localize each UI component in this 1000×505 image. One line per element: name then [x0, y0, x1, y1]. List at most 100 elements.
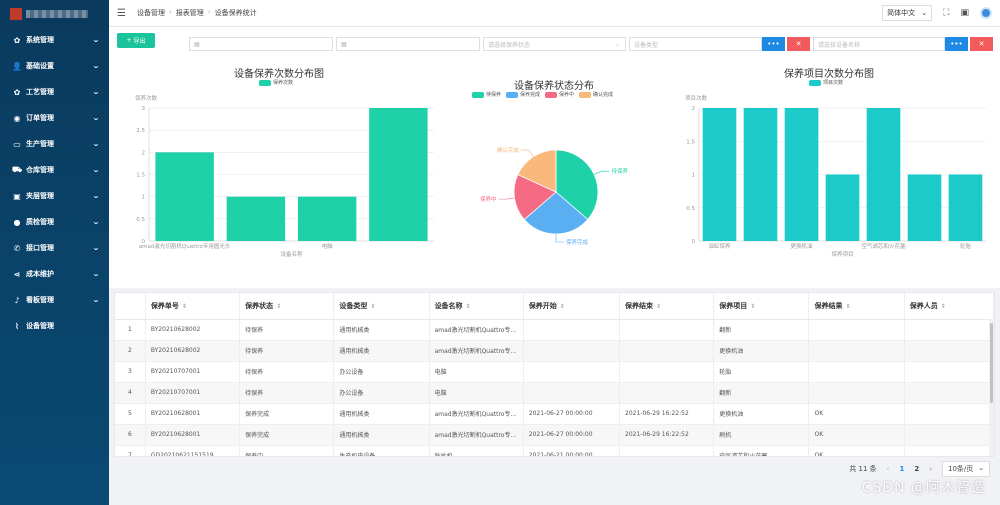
- sidebar-item-7[interactable]: ▣ 夹层管理 ⌄: [0, 183, 109, 209]
- sort-icon[interactable]: ⇕: [656, 302, 662, 310]
- avatar[interactable]: [980, 7, 992, 19]
- status-select[interactable]: 请选择保养状态 ⌄: [483, 37, 626, 51]
- column-header[interactable]: 保养开始 ⇕: [523, 293, 621, 320]
- sort-icon[interactable]: ⇕: [276, 302, 282, 310]
- table-cell: [523, 361, 621, 383]
- column-header[interactable]: 设备类型 ⇕: [333, 293, 430, 320]
- column-header[interactable]: 保养单号 ⇕: [145, 293, 241, 320]
- sidebar-item-10[interactable]: ⋖ 成本维护 ⌄: [0, 261, 109, 287]
- sidebar-item-label: 设备管理: [26, 322, 54, 330]
- start-date-input[interactable]: ▦: [189, 37, 333, 51]
- sidebar-item-8[interactable]: ● 质检管理 ⌄: [0, 209, 109, 235]
- screen-icon[interactable]: ▣: [960, 8, 969, 18]
- table-cell: [808, 319, 905, 341]
- chevron-down-icon: ⌄: [91, 140, 101, 148]
- sidebar-item-4[interactable]: ◉ 订单管理 ⌄: [0, 105, 109, 131]
- bar-chart-1-legend[interactable]: 保养次数: [259, 79, 293, 86]
- column-header-label: 保养开始: [528, 301, 557, 310]
- sidebar-item-3[interactable]: ✿ 工艺管理 ⌄: [0, 79, 109, 105]
- sort-icon[interactable]: ⇕: [559, 302, 565, 310]
- fullscreen-icon[interactable]: ⛶: [943, 8, 950, 18]
- pie-chart-legend[interactable]: 待保养 保养完成 保养中 确认完成: [472, 91, 613, 98]
- breadcrumb-item-1[interactable]: 设备管理: [137, 9, 165, 17]
- next-page-button[interactable]: ›: [929, 465, 932, 473]
- table-cell: [904, 319, 994, 341]
- sort-icon[interactable]: ⇕: [181, 302, 187, 310]
- close-icon: ✕: [978, 40, 985, 48]
- y-tick-label: 0.5: [136, 217, 145, 223]
- table-cell: 生产机电设备: [333, 445, 430, 456]
- column-header[interactable]: 保养结束 ⇕: [619, 293, 715, 320]
- table-row[interactable]: 3 BY20210707001 待保养 办公设备 电脑 轮胎: [115, 361, 994, 383]
- sidebar-item-label: 工艺管理: [26, 88, 54, 96]
- pie-legend-item[interactable]: 保养完成: [506, 91, 540, 98]
- sidebar-item-1[interactable]: ✿ 系统管理 ⌄: [0, 27, 109, 53]
- column-header[interactable]: 保养项目 ⇕: [713, 293, 810, 320]
- table-row[interactable]: 2 BY20210628002 待保养 通用机械类 amad激光切割机Quattro专.…: [115, 340, 994, 362]
- bar-chart-2-legend[interactable]: 项目次数: [809, 79, 843, 86]
- sidebar-menu: ✿ 系统管理 ⌄ 👤 基础设置 ⌄ ✿ 工艺管理 ⌄ ◉ 订单管理 ⌄ ▭ 生产管理 ⌄ ⛟ 仓库管理 ⌄ ▣ 夹层管…: [0, 27, 109, 339]
- sort-icon[interactable]: ⇕: [370, 302, 376, 310]
- sidebar: ✿ 系统管理 ⌄ 👤 基础设置 ⌄ ✿ 工艺管理 ⌄ ◉ 订单管理 ⌄ ▭ 生产管理 ⌄ ⛟ 仓库管理 ⌄ ▣ 夹层管…: [0, 0, 109, 505]
- device-type-input[interactable]: 设备类型: [629, 37, 762, 51]
- monitor-icon: ▭: [13, 139, 21, 149]
- breadcrumb-item-3: 设备保养统计: [214, 9, 257, 17]
- pie-legend-item[interactable]: 待保养: [472, 91, 501, 98]
- pie-legend-item[interactable]: 保养中: [545, 91, 574, 98]
- table-scrollbar[interactable]: [989, 319, 994, 456]
- table-row[interactable]: 1 BY20210628002 待保养 通用机械类 amad激光切割机Quattro专.…: [115, 319, 994, 341]
- sidebar-item-6[interactable]: ⛟ 仓库管理 ⌄: [0, 157, 109, 183]
- device-name-input[interactable]: 请选择设备名称: [813, 37, 945, 51]
- table-row[interactable]: 7 GD20210621151519 保养中 生产机电设备 贴片机 2021-06-21 …: [115, 445, 994, 456]
- pie-label-line: [520, 149, 534, 157]
- legend-swatch: [809, 79, 821, 86]
- bar: [907, 174, 942, 241]
- breadcrumb-item-2[interactable]: 报表管理: [175, 9, 204, 17]
- sort-icon[interactable]: ⇕: [940, 302, 946, 310]
- column-header[interactable]: 设备名称 ⇕: [429, 293, 524, 320]
- table-cell: GD20210621151519: [145, 445, 241, 456]
- app-logo: [0, 0, 109, 27]
- type-clear-button[interactable]: ✕: [787, 37, 810, 51]
- page-size-select[interactable]: 10条/页 ⌄: [942, 461, 990, 477]
- language-select[interactable]: 简体中文 ⌄: [882, 5, 933, 21]
- sidebar-item-label: 系统管理: [26, 36, 54, 44]
- sidebar-item-2[interactable]: 👤 基础设置 ⌄: [0, 53, 109, 79]
- scrollbar-thumb[interactable]: [990, 323, 993, 403]
- table-cell: [619, 445, 715, 456]
- name-more-button[interactable]: •••: [945, 37, 968, 51]
- menu-collapse-icon[interactable]: ☰: [117, 7, 126, 19]
- gear-icon: ✿: [13, 87, 21, 97]
- prev-page-button[interactable]: ‹: [886, 465, 890, 473]
- column-header[interactable]: 保养人员 ⇕: [904, 293, 994, 320]
- column-header[interactable]: 保养结果 ⇕: [808, 293, 905, 320]
- bar: [702, 108, 737, 241]
- column-header-label: 设备名称: [434, 301, 463, 310]
- table-row[interactable]: 4 BY20210707001 待保养 办公设备 电脑 翻新: [115, 382, 994, 404]
- sidebar-item-label: 夹层管理: [26, 192, 54, 200]
- table-row[interactable]: 5 BY20210628001 保养完成 通用机械类 amad激光切割机Quattro专…: [115, 403, 994, 425]
- column-header[interactable]: 保养状态 ⇕: [239, 293, 335, 320]
- page-2-button[interactable]: 2: [914, 465, 920, 473]
- page-1-button[interactable]: 1: [899, 465, 905, 473]
- type-more-button[interactable]: •••: [762, 37, 785, 51]
- sidebar-item-12[interactable]: ⌇ 设备管理: [0, 313, 109, 339]
- sidebar-item-5[interactable]: ▭ 生产管理 ⌄: [0, 131, 109, 157]
- sidebar-item-label: 接口管理: [26, 244, 54, 252]
- sidebar-item-label: 订单管理: [26, 114, 54, 122]
- sort-icon[interactable]: ⇕: [845, 302, 851, 310]
- sidebar-item-9[interactable]: ✆ 接口管理 ⌄: [0, 235, 109, 261]
- pie-legend-item[interactable]: 确认完成: [579, 91, 613, 98]
- bar: [866, 108, 901, 241]
- pagination-total: 共 11 条: [849, 465, 877, 473]
- sidebar-item-label: 质检管理: [26, 218, 54, 226]
- sort-icon[interactable]: ⇕: [465, 302, 471, 310]
- name-clear-button[interactable]: ✕: [970, 37, 993, 51]
- sort-icon[interactable]: ⇕: [750, 302, 756, 310]
- sidebar-item-11[interactable]: ♪ 看板管理 ⌄: [0, 287, 109, 313]
- pie-slice-label: 确认完成: [497, 146, 520, 154]
- end-date-input[interactable]: ▦: [336, 37, 480, 51]
- export-button[interactable]: + 导出: [117, 33, 155, 48]
- table-row[interactable]: 6 BY20210628001 保养完成 通用机械类 amad激光切割机Quattro专…: [115, 424, 994, 446]
- bar: [825, 174, 860, 241]
